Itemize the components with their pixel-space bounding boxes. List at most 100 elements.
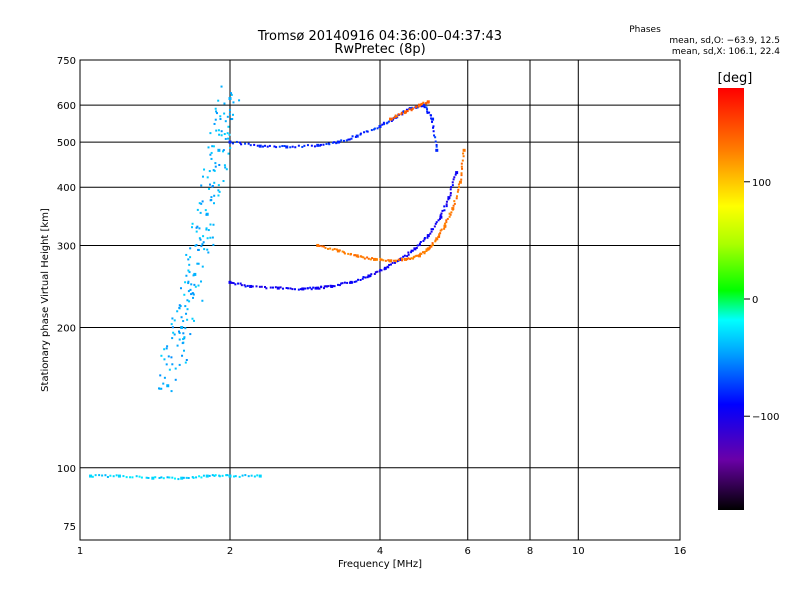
trace-dot — [223, 102, 226, 105]
stats-x-line: mean, sd,X: 106.1, 22.4 — [672, 47, 780, 57]
trace-dot — [217, 129, 220, 132]
trace-dot — [430, 230, 433, 233]
y-tick-label: 75 — [63, 522, 76, 533]
trace-dot — [179, 287, 182, 290]
trace-dot — [441, 209, 444, 212]
trace-dot — [200, 280, 203, 283]
trace-dot — [160, 354, 163, 357]
trace-dot — [234, 475, 237, 478]
data-point — [417, 103, 421, 107]
trace-dot — [361, 277, 364, 280]
trace-dot — [460, 162, 463, 165]
trace-dot — [205, 213, 208, 216]
trace-dot — [170, 390, 173, 393]
trace-dot — [191, 317, 194, 320]
trace-dot — [163, 376, 166, 379]
trace-dot — [207, 229, 210, 232]
trace-dot — [174, 367, 177, 370]
ground-echo-series — [89, 474, 262, 481]
trace-dot — [413, 255, 416, 258]
trace-dot — [125, 476, 128, 479]
trace-dot — [244, 474, 247, 477]
trace-dot — [445, 219, 448, 222]
trace-dot — [182, 476, 185, 479]
trace-dot — [268, 144, 271, 147]
trace-dot — [190, 283, 193, 286]
data-point — [426, 247, 430, 251]
trace-dot — [390, 118, 393, 121]
trace-dot — [227, 137, 230, 140]
trace-dot — [430, 117, 433, 120]
data-point — [435, 148, 439, 152]
trace-dot — [321, 245, 324, 248]
colorbar-tick-label: 100 — [752, 178, 771, 189]
trace-dot — [206, 237, 209, 240]
trace-dot — [185, 312, 188, 315]
trace-dot — [397, 113, 400, 116]
trace-dot — [281, 145, 284, 148]
trace-dot — [197, 284, 200, 287]
trace-dot — [422, 101, 425, 104]
data-point — [413, 247, 417, 251]
trace-dot — [256, 144, 259, 147]
trace-dot — [430, 228, 433, 231]
x-tick-label: 2 — [227, 546, 233, 557]
trace-dot — [291, 288, 294, 291]
data-point — [166, 384, 170, 388]
trace-dot — [335, 142, 338, 145]
trace-dot — [420, 252, 423, 255]
trace-dot — [443, 222, 446, 225]
trace-dot — [341, 282, 344, 285]
trace-dot — [230, 93, 233, 96]
trace-dot — [406, 255, 409, 258]
trace-dot — [176, 344, 179, 347]
trace-dot — [422, 251, 425, 254]
trace-dot — [237, 282, 240, 285]
trace-dot — [271, 286, 274, 289]
trace-dot — [462, 155, 465, 158]
trace-dot — [246, 284, 249, 287]
trace-dot — [206, 176, 209, 179]
trace-dot — [231, 281, 234, 284]
trace-dot — [448, 212, 451, 215]
trace-dot — [450, 211, 453, 214]
trace-dot — [196, 262, 199, 265]
trace-dot — [283, 145, 286, 148]
trace-dot — [154, 476, 157, 479]
trace-dot — [191, 226, 194, 229]
trace-dot — [214, 165, 217, 168]
trace-dot — [322, 287, 325, 290]
trace-dot — [158, 476, 161, 479]
trace-dot — [185, 476, 188, 479]
trace-dot — [387, 259, 390, 262]
trace-dot — [382, 259, 385, 262]
trace-dot — [407, 257, 410, 260]
x-tick-label: 4 — [377, 546, 383, 557]
trace-dot — [168, 368, 171, 371]
trace-dot — [423, 106, 426, 109]
trace-dot — [394, 114, 397, 117]
data-point — [89, 474, 93, 478]
data-point — [417, 254, 421, 258]
trace-dot — [211, 184, 214, 187]
trace-dot — [458, 186, 461, 189]
trace-dot — [400, 113, 403, 116]
trace-dot — [225, 474, 228, 477]
trace-dot — [232, 101, 235, 104]
trace-dot — [273, 145, 276, 148]
trace-dot — [226, 132, 229, 135]
trace-dot — [362, 276, 365, 279]
trace-dot — [297, 144, 300, 147]
trace-dot — [212, 223, 215, 226]
trace-dot — [445, 200, 448, 203]
trace-dot — [217, 184, 220, 187]
trace-dot — [428, 246, 431, 249]
trace-dot — [223, 112, 226, 115]
trace-dot — [309, 286, 312, 289]
trace-dot — [203, 248, 206, 251]
data-point — [378, 124, 382, 128]
trace-dot — [224, 120, 227, 123]
trace-dot — [388, 263, 391, 266]
data-point — [217, 148, 221, 152]
